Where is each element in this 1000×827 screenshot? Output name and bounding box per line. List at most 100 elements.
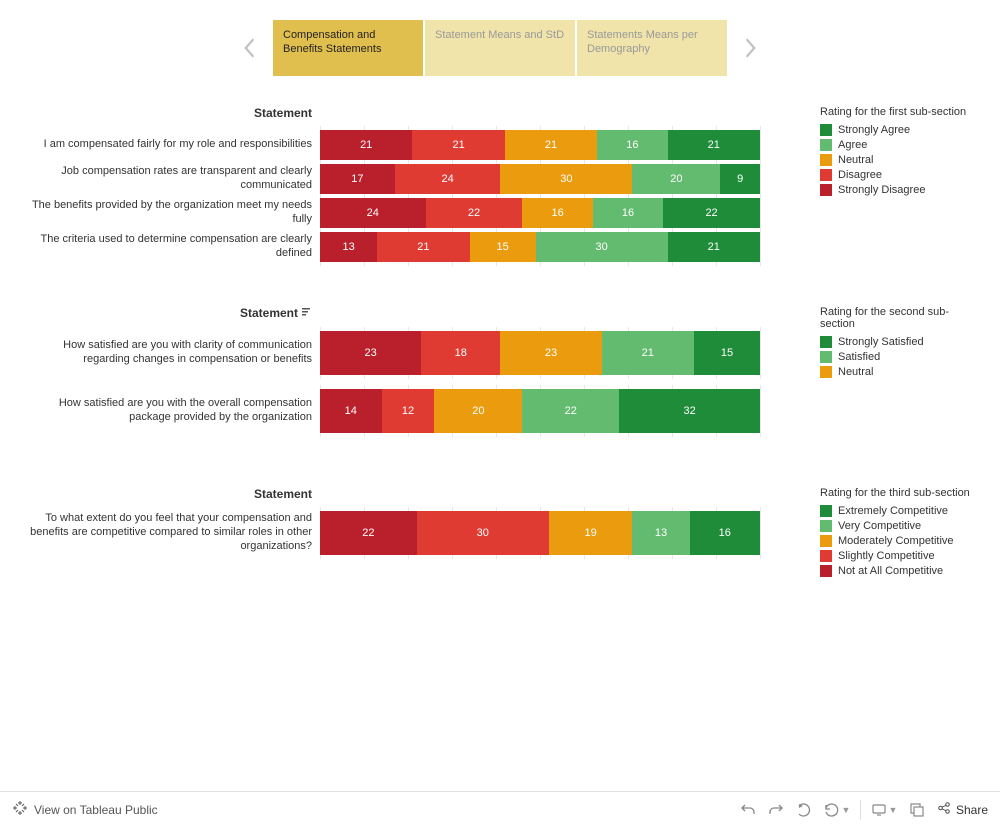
bar-segment[interactable]: 21 bbox=[377, 232, 469, 262]
bar-segment[interactable]: 17 bbox=[320, 164, 395, 194]
legend-item[interactable]: Agree bbox=[820, 139, 980, 151]
bar-segment[interactable]: 22 bbox=[663, 198, 760, 228]
legend-swatch bbox=[820, 154, 832, 166]
bar-segment[interactable]: 15 bbox=[694, 331, 760, 375]
legend-item[interactable]: Neutral bbox=[820, 154, 980, 166]
view-on-tableau-public-link[interactable]: View on Tableau Public bbox=[12, 800, 158, 819]
bar-segment[interactable]: 21 bbox=[668, 232, 760, 262]
fullscreen-button[interactable] bbox=[906, 799, 928, 821]
tab-2[interactable]: Statements Means per Demography bbox=[577, 20, 727, 76]
share-label: Share bbox=[956, 803, 988, 817]
bar-segment[interactable]: 23 bbox=[500, 331, 601, 375]
replay-button[interactable] bbox=[793, 799, 815, 821]
tab-1[interactable]: Statement Means and StD bbox=[425, 20, 575, 76]
bar-segment[interactable]: 22 bbox=[426, 198, 523, 228]
tabs-container: Compensation and Benefits StatementsStat… bbox=[273, 20, 727, 76]
bar-segment[interactable]: 22 bbox=[320, 511, 417, 555]
bar-segment[interactable]: 24 bbox=[395, 164, 501, 194]
legend-label: Satisfied bbox=[838, 351, 880, 363]
bar-segment[interactable]: 9 bbox=[720, 164, 760, 194]
section-0: StatementI am compensated fairly for my … bbox=[20, 106, 980, 266]
tab-0[interactable]: Compensation and Benefits Statements bbox=[273, 20, 423, 76]
bar-segment[interactable]: 21 bbox=[505, 130, 597, 160]
row-label: To what extent do you feel that your com… bbox=[20, 511, 320, 555]
chart-row: The benefits provided by the organizatio… bbox=[20, 198, 780, 228]
row-label: How satisfied are you with clarity of co… bbox=[20, 331, 320, 375]
bar-segment[interactable]: 21 bbox=[412, 130, 504, 160]
redo-button[interactable] bbox=[765, 799, 787, 821]
legend-item[interactable]: Not at All Competitive bbox=[820, 565, 980, 577]
bar-segment[interactable]: 20 bbox=[434, 389, 522, 433]
stacked-bar: 2230191316 bbox=[320, 511, 760, 555]
legend-item[interactable]: Slightly Competitive bbox=[820, 550, 980, 562]
share-button[interactable]: Share bbox=[937, 801, 988, 818]
legend-swatch bbox=[820, 351, 832, 363]
refresh-pause-button[interactable]: ▼ bbox=[821, 799, 853, 821]
tabs-prev-button[interactable] bbox=[237, 36, 261, 60]
sections-root: Statement I am compensated fairly for my … bbox=[20, 106, 980, 580]
caret-down-icon: ▼ bbox=[889, 805, 898, 815]
tabs-next-button[interactable] bbox=[739, 36, 763, 60]
bar-segment[interactable]: 30 bbox=[417, 511, 549, 555]
legend-label: Disagree bbox=[838, 169, 882, 181]
share-icon bbox=[937, 801, 951, 818]
section-2: StatementTo what extent do you feel that… bbox=[20, 487, 980, 580]
legend-item[interactable]: Strongly Disagree bbox=[820, 184, 980, 196]
bar-segment[interactable]: 30 bbox=[536, 232, 668, 262]
bar-segment[interactable]: 14 bbox=[320, 389, 382, 433]
legend: Rating for the third sub-sectionExtremel… bbox=[780, 487, 980, 580]
section-title: Statement bbox=[20, 306, 320, 321]
bar-segment[interactable]: 12 bbox=[382, 389, 435, 433]
device-preview-button[interactable]: ▼ bbox=[868, 799, 900, 821]
legend-item[interactable]: Moderately Competitive bbox=[820, 535, 980, 547]
stacked-bar: 2121211621 bbox=[320, 130, 760, 160]
legend-item[interactable]: Very Competitive bbox=[820, 520, 980, 532]
bar-segment[interactable]: 23 bbox=[320, 331, 421, 375]
bar-segment[interactable]: 21 bbox=[602, 331, 694, 375]
legend-swatch bbox=[820, 366, 832, 378]
bar-segment[interactable]: 13 bbox=[320, 232, 377, 262]
legend-item[interactable]: Strongly Agree bbox=[820, 124, 980, 136]
bar-segment[interactable]: 16 bbox=[522, 198, 592, 228]
bar-segment[interactable]: 32 bbox=[619, 389, 760, 433]
legend-item[interactable]: Extremely Competitive bbox=[820, 505, 980, 517]
legend-item[interactable]: Strongly Satisfied bbox=[820, 336, 980, 348]
legend-swatch bbox=[820, 565, 832, 577]
bar-segment[interactable]: 24 bbox=[320, 198, 426, 228]
bar-segment[interactable]: 16 bbox=[597, 130, 667, 160]
bar-segment[interactable]: 18 bbox=[421, 331, 500, 375]
chart-row: I am compensated fairly for my role and … bbox=[20, 130, 780, 160]
view-on-tableau-label: View on Tableau Public bbox=[34, 803, 158, 817]
section-1: Statement How satisfied are you with clar… bbox=[20, 306, 980, 447]
row-label: The benefits provided by the organizatio… bbox=[20, 198, 320, 228]
dashboard-content: Compensation and Benefits StatementsStat… bbox=[0, 0, 1000, 790]
legend-item[interactable]: Disagree bbox=[820, 169, 980, 181]
legend-item[interactable]: Neutral bbox=[820, 366, 980, 378]
bar-segment[interactable]: 20 bbox=[632, 164, 720, 194]
legend-item[interactable]: Satisfied bbox=[820, 351, 980, 363]
bar-segment[interactable]: 22 bbox=[522, 389, 619, 433]
bar-segment[interactable]: 19 bbox=[549, 511, 633, 555]
bar-segment[interactable]: 21 bbox=[668, 130, 760, 160]
bar-segment[interactable]: 13 bbox=[632, 511, 689, 555]
bar-segment[interactable]: 30 bbox=[500, 164, 632, 194]
bar-segment[interactable]: 16 bbox=[593, 198, 663, 228]
chart-row: How satisfied are you with clarity of co… bbox=[20, 331, 780, 375]
legend: Rating for the first sub-sectionStrongly… bbox=[780, 106, 980, 266]
undo-button[interactable] bbox=[737, 799, 759, 821]
bar-segment[interactable]: 15 bbox=[470, 232, 536, 262]
legend-label: Moderately Competitive bbox=[838, 535, 954, 547]
tabs-row: Compensation and Benefits StatementsStat… bbox=[20, 20, 980, 76]
bar-segment[interactable]: 21 bbox=[320, 130, 412, 160]
row-label: Job compensation rates are transparent a… bbox=[20, 164, 320, 194]
legend-label: Extremely Competitive bbox=[838, 505, 948, 517]
legend-label: Very Competitive bbox=[838, 520, 921, 532]
sort-icon[interactable] bbox=[302, 307, 312, 321]
row-label: I am compensated fairly for my role and … bbox=[20, 130, 320, 160]
bar-segment[interactable]: 16 bbox=[690, 511, 760, 555]
chart-row: How satisfied are you with the overall c… bbox=[20, 389, 780, 433]
legend-swatch bbox=[820, 139, 832, 151]
tableau-icon bbox=[12, 800, 28, 819]
stacked-bar: 172430209 bbox=[320, 164, 760, 194]
chart-row: The criteria used to determine compensat… bbox=[20, 232, 780, 262]
